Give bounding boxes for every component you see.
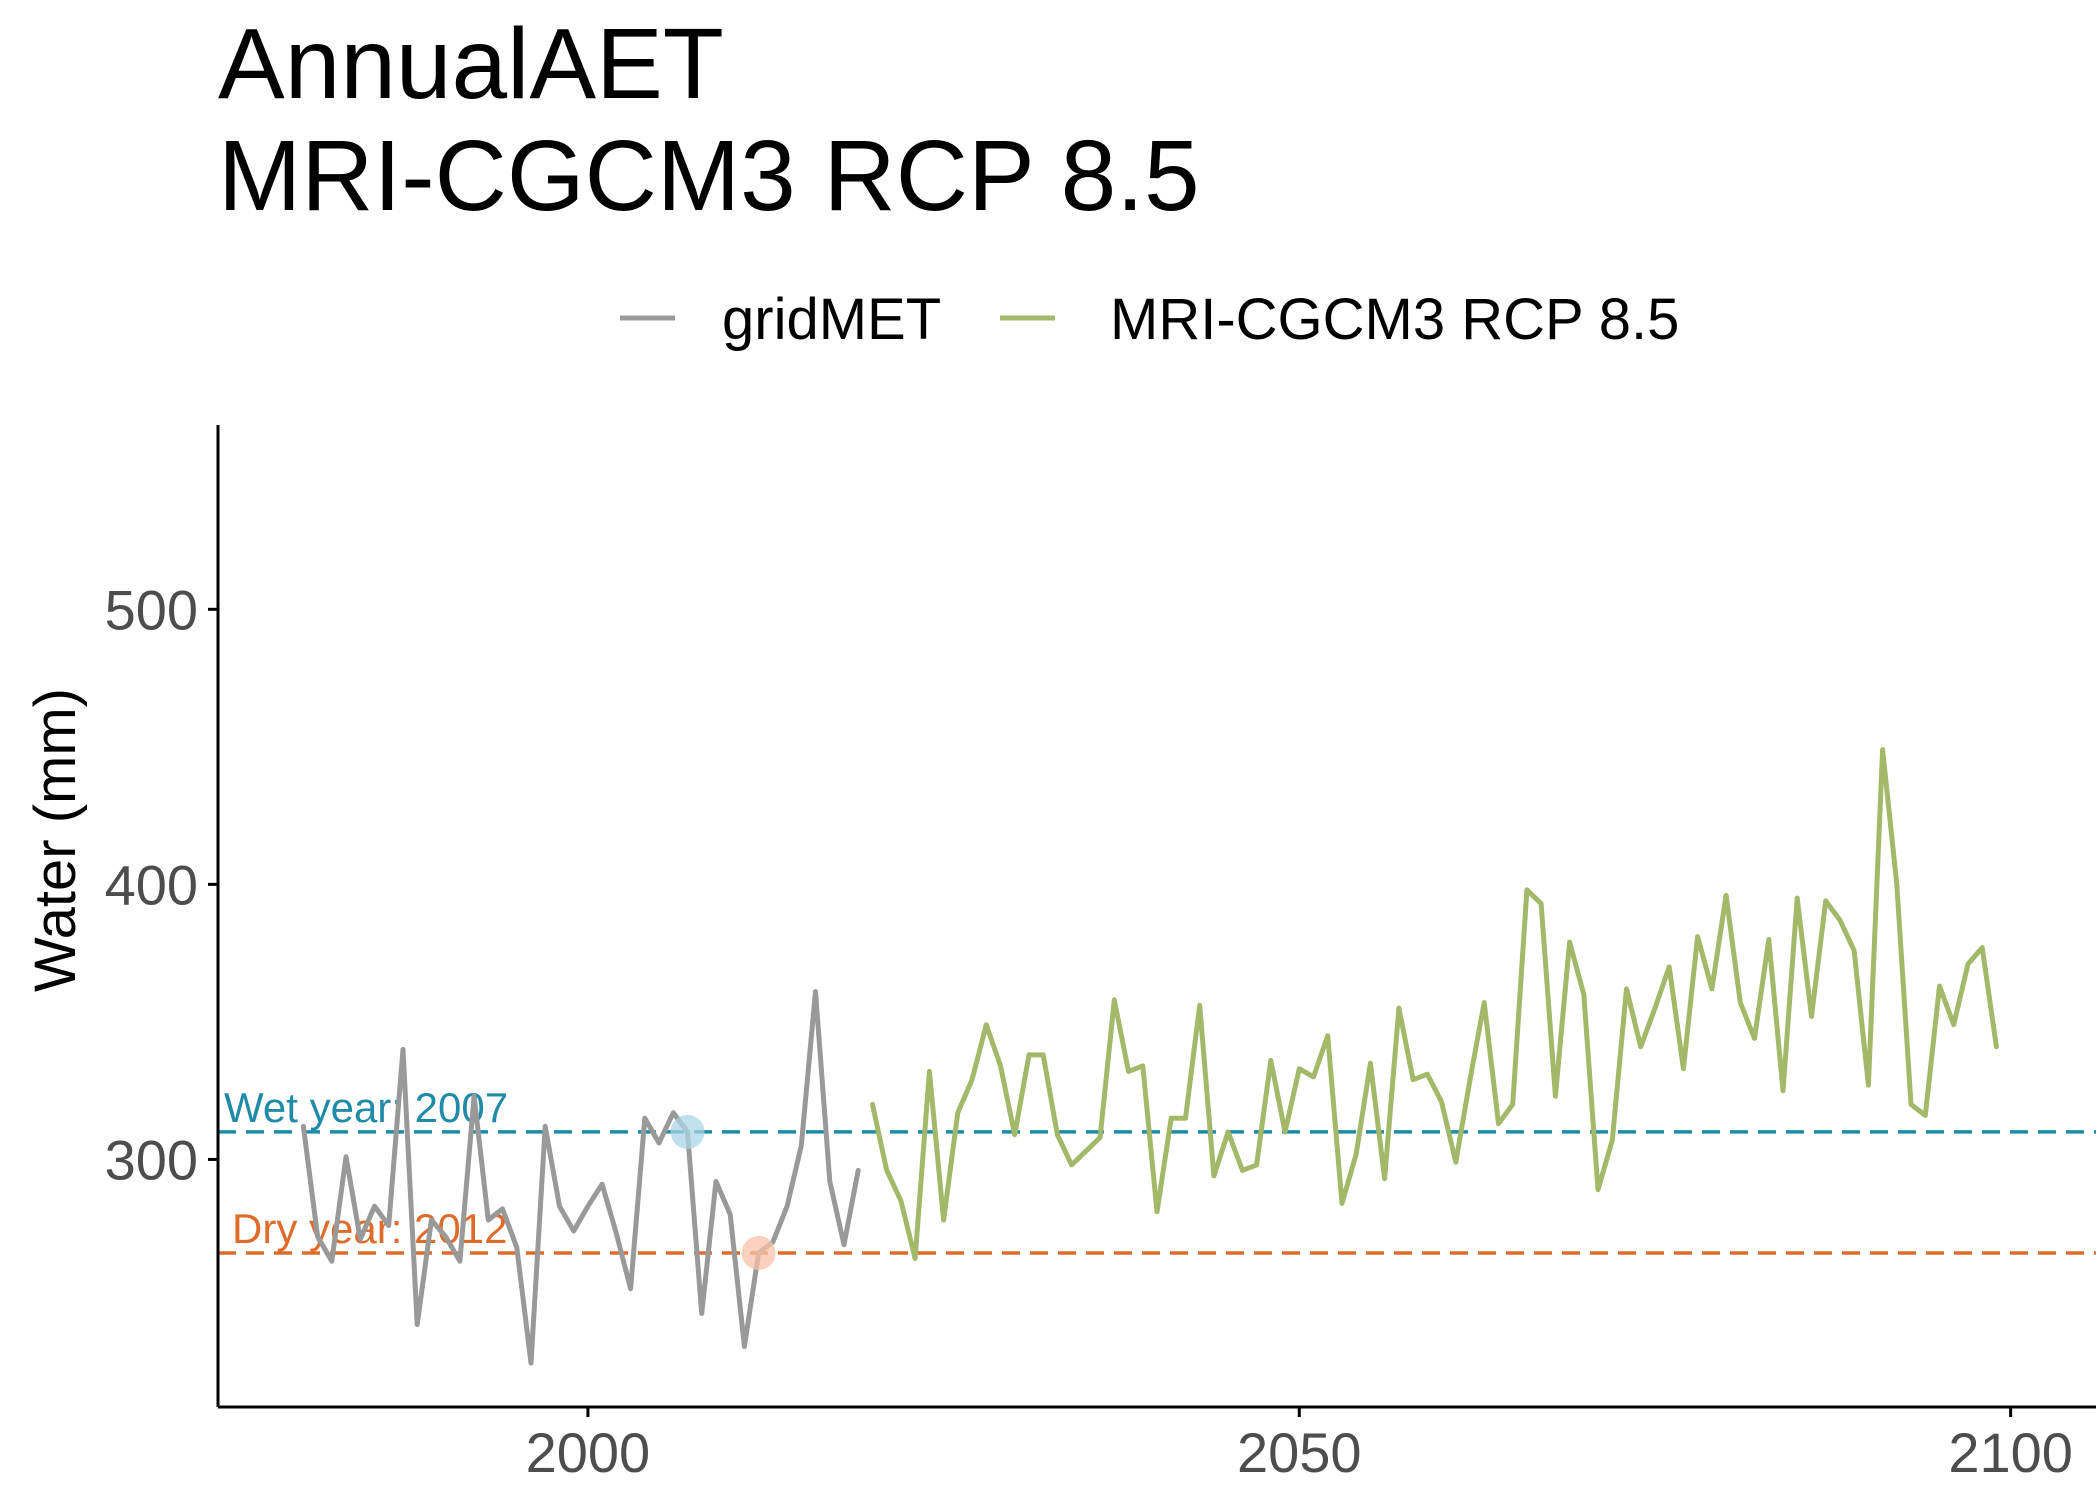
series-line-gridmet xyxy=(300,989,861,1366)
legend-label-gridmet: gridMET xyxy=(722,287,941,352)
x-tick-label-2050: 2050 xyxy=(1237,1421,1362,1484)
series-line-mri-cgcm3-rcp85 xyxy=(870,747,1999,1261)
x-tick-label-2000: 2000 xyxy=(526,1421,651,1484)
y-tick-label-300: 300 xyxy=(105,1128,198,1191)
highlight-points xyxy=(670,1114,776,1270)
y-axis-title: Water (mm) xyxy=(23,688,88,992)
y-tick-label-500: 500 xyxy=(105,578,198,641)
axes: 300 400 500 2000 2050 2100 xyxy=(105,425,2096,1484)
y-tick-label-400: 400 xyxy=(105,853,198,916)
x-tick-label-2100: 2100 xyxy=(1948,1421,2073,1484)
chart-title-line2: MRI-CGCM3 RCP 8.5 xyxy=(218,120,1200,232)
legend: gridMET MRI-CGCM3 RCP 8.5 xyxy=(620,287,1679,352)
wet-year-point xyxy=(670,1114,705,1149)
dry-year-point xyxy=(741,1235,776,1270)
reference-label-wet: Wet year: 2007 xyxy=(224,1084,508,1131)
chart-title-line1: AnnualAET xyxy=(218,8,724,120)
legend-label-future: MRI-CGCM3 RCP 8.5 xyxy=(1110,287,1679,352)
series-lines xyxy=(300,747,1999,1366)
